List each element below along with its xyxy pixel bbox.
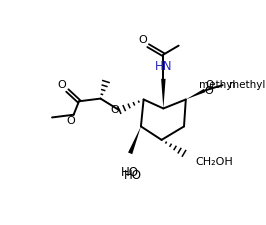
Text: O: O xyxy=(206,80,214,90)
Text: O: O xyxy=(67,116,75,126)
Text: HN: HN xyxy=(155,60,172,72)
Text: O: O xyxy=(205,86,213,95)
Polygon shape xyxy=(128,126,141,154)
Text: HO: HO xyxy=(124,169,142,182)
Text: methyl: methyl xyxy=(229,80,265,90)
Text: O: O xyxy=(111,105,119,115)
Text: HO: HO xyxy=(121,166,139,179)
Text: CH₂OH: CH₂OH xyxy=(196,157,234,167)
Text: O: O xyxy=(139,35,147,45)
Polygon shape xyxy=(186,89,205,99)
Polygon shape xyxy=(161,79,166,108)
Text: O: O xyxy=(58,80,66,90)
Text: methyl: methyl xyxy=(199,80,235,90)
